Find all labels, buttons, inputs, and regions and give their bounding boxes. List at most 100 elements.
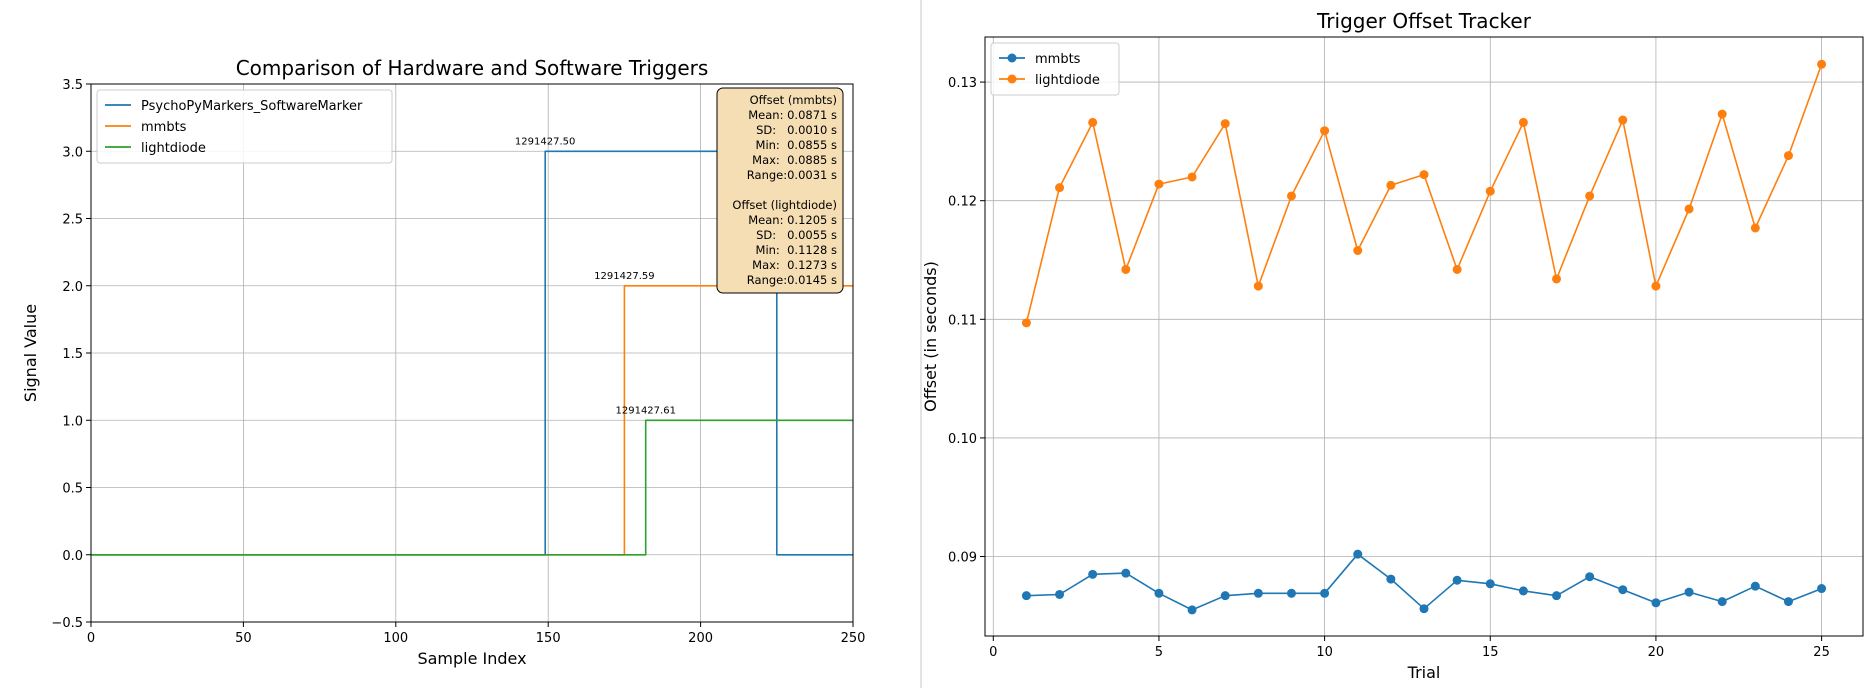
y-tick-label: −0.5 xyxy=(51,616,83,631)
y-tick-label: 0.5 xyxy=(62,482,83,497)
x-tick-label: 20 xyxy=(1648,645,1665,660)
annotation-label: 1291427.61 xyxy=(616,405,676,416)
y-tick-label: 0.13 xyxy=(948,76,977,91)
left-chart-panel: 0 50 100 150 200 250 −0.5 0.0 0.5 1.0 1.5 2.0 2.5 3.0… xyxy=(0,0,920,688)
y-tick-label: 0.0 xyxy=(62,549,83,564)
y-tick-label: 0.10 xyxy=(948,432,977,447)
data-point-mmbts xyxy=(1220,591,1230,601)
annotation-label: 1291427.50 xyxy=(515,136,575,147)
data-point-mmbts xyxy=(1253,588,1263,598)
stats-line: Max: 0.1273 s xyxy=(752,258,837,272)
plot-frame xyxy=(984,36,1864,637)
x-tick-label: 250 xyxy=(841,631,866,646)
plot-frame xyxy=(90,83,854,623)
data-point-mmbts xyxy=(1121,568,1131,578)
y-axis-label: Offset (in seconds) xyxy=(922,261,940,412)
stats-line: Mean: 0.0871 s xyxy=(748,108,837,122)
series-line-lightdiode xyxy=(91,419,853,556)
data-point-mmbts xyxy=(1485,579,1495,589)
legend-entry: PsychoPyMarkers_SoftwareMarker xyxy=(141,99,363,114)
data-point-lightdiode xyxy=(1021,318,1031,328)
chart-title: Trigger Offset Tracker xyxy=(1316,9,1532,33)
right-chart-panel: 0 5 10 15 20 25 0.09 0.10 0.11 0.12 0.13 Trigger Of… xyxy=(922,0,1867,688)
chart-title: Comparison of Hardware and Software Trig… xyxy=(236,56,709,80)
data-point-mmbts xyxy=(1154,588,1164,598)
stats-line: SD: 0.0055 s xyxy=(756,228,837,242)
panel-divider xyxy=(920,0,922,688)
x-tick-label: 0 xyxy=(87,631,95,646)
annotation-label: 1291427.59 xyxy=(594,271,654,282)
data-point-mmbts xyxy=(1055,589,1065,599)
data-point-mmbts xyxy=(1320,588,1330,598)
y-tick-label: 0.09 xyxy=(948,551,977,566)
data-point-mmbts xyxy=(1286,588,1296,598)
data-point-lightdiode xyxy=(1220,119,1230,129)
data-point-lightdiode xyxy=(1187,172,1197,182)
y-tick-label: 3.0 xyxy=(62,145,83,160)
x-tick-label: 5 xyxy=(1155,645,1163,660)
legend-box xyxy=(990,42,1120,96)
data-point-lightdiode xyxy=(1386,180,1396,190)
stats-line: Offset (mmbts) xyxy=(750,93,837,107)
data-point-mmbts xyxy=(1518,586,1528,596)
stats-line: Range:0.0031 s xyxy=(747,168,837,182)
legend-marker-lightdiode xyxy=(1007,74,1017,84)
legend: mmbts lightdiode xyxy=(990,42,1120,96)
data-point-lightdiode xyxy=(1121,264,1131,274)
stats-line: Offset (lightdiode) xyxy=(732,198,837,212)
data-point-lightdiode xyxy=(1684,204,1694,214)
stats-line: SD: 0.0010 s xyxy=(756,123,837,137)
stats-line: Min: 0.1128 s xyxy=(756,243,837,257)
data-point-mmbts xyxy=(1419,604,1429,614)
y-axis-label: Signal Value xyxy=(21,304,40,402)
legend-entry: lightdiode xyxy=(1035,73,1100,88)
x-tick-label: 200 xyxy=(688,631,713,646)
data-point-lightdiode xyxy=(1419,170,1429,180)
x-tick-label: 15 xyxy=(1482,645,1499,660)
y-tick-label: 1.5 xyxy=(62,347,83,362)
data-point-lightdiode xyxy=(1320,126,1330,136)
data-point-lightdiode xyxy=(1717,109,1727,119)
data-point-mmbts xyxy=(1817,584,1827,594)
legend-entry: lightdiode xyxy=(141,141,206,156)
data-point-mmbts xyxy=(1552,591,1562,601)
data-point-lightdiode xyxy=(1286,191,1296,201)
data-point-mmbts xyxy=(1353,549,1363,559)
data-point-lightdiode xyxy=(1154,179,1164,189)
data-point-mmbts xyxy=(1783,597,1793,607)
legend-entry: mmbts xyxy=(141,120,187,135)
data-point-mmbts xyxy=(1750,581,1760,591)
data-point-lightdiode xyxy=(1088,117,1098,127)
data-point-mmbts xyxy=(1386,574,1396,584)
y-tick-label: 1.0 xyxy=(62,414,83,429)
legend-marker-mmbts xyxy=(1007,53,1017,63)
stats-box: Offset (mmbts)Mean: 0.0871 sSD: 0.0010 s… xyxy=(716,87,844,294)
y-tick-label: 2.5 xyxy=(62,213,83,228)
x-tick-label: 25 xyxy=(1813,645,1830,660)
stats-line: Mean: 0.1205 s xyxy=(748,213,837,227)
x-tick-label: 100 xyxy=(383,631,408,646)
series-line-mmbts xyxy=(1026,553,1822,611)
legend-box xyxy=(96,89,393,164)
data-point-lightdiode xyxy=(1518,117,1528,127)
data-point-mmbts xyxy=(1021,591,1031,601)
data-point-lightdiode xyxy=(1651,281,1661,291)
hardware-software-trigger-chart: 0 50 100 150 200 250 −0.5 0.0 0.5 1.0 1.5 2.0 2.5 3.0… xyxy=(21,56,866,668)
data-point-lightdiode xyxy=(1452,264,1462,274)
data-point-lightdiode xyxy=(1585,191,1595,201)
data-point-mmbts xyxy=(1187,605,1197,615)
y-tick-label: 0.11 xyxy=(948,313,977,328)
x-axis-label: Sample Index xyxy=(417,649,526,668)
series-line-lightdiode xyxy=(1025,64,1823,324)
stats-line: Max: 0.0885 s xyxy=(752,153,837,167)
data-point-lightdiode xyxy=(1750,223,1760,233)
stats-line: Range:0.0145 s xyxy=(747,273,837,287)
data-point-mmbts xyxy=(1717,597,1727,607)
x-tick-label: 150 xyxy=(536,631,561,646)
data-point-lightdiode xyxy=(1055,183,1065,193)
x-tick-label: 10 xyxy=(1316,645,1333,660)
data-point-mmbts xyxy=(1585,572,1595,582)
data-point-lightdiode xyxy=(1353,246,1363,256)
legend-entry: mmbts xyxy=(1035,52,1081,67)
